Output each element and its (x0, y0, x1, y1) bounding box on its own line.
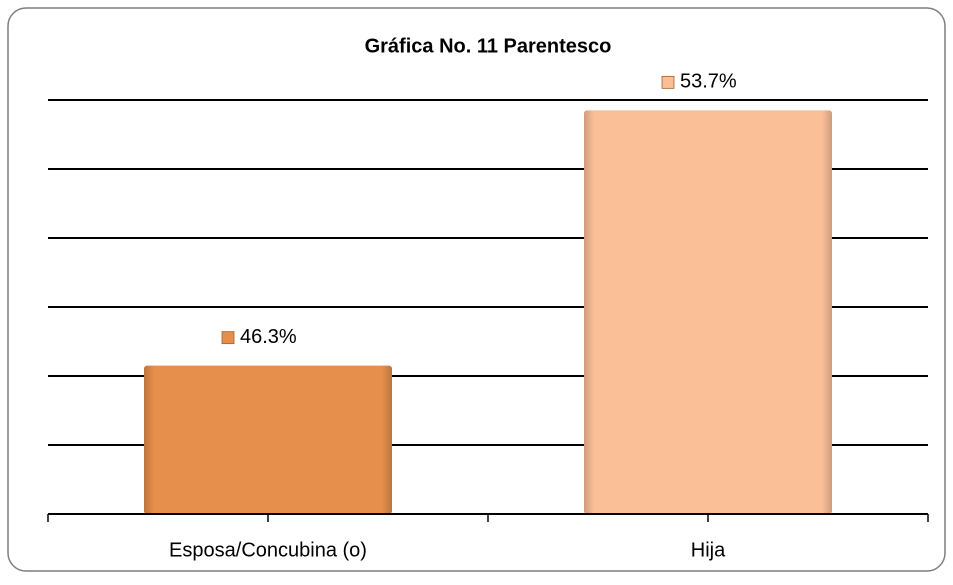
plot-area: 46.3% Esposa/Concubina (o) 53.7% Hija (47, 71, 929, 561)
value-label-marker (661, 75, 675, 89)
value-label: 46.3% (240, 326, 297, 348)
x-tick-label: Hija (691, 539, 726, 561)
value-label-marker (221, 331, 235, 345)
bar-shade (144, 365, 392, 514)
value-label: 53.7% (680, 71, 737, 93)
x-tick-label: Esposa/Concubina (o) (169, 539, 367, 561)
bar-shade (584, 110, 832, 514)
chart-title: Gráfica No. 11 Parentesco (365, 35, 612, 57)
